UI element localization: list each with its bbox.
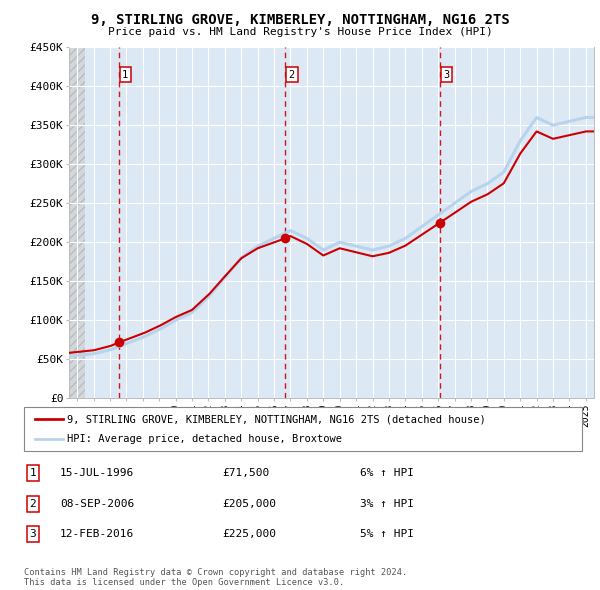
Text: 9, STIRLING GROVE, KIMBERLEY, NOTTINGHAM, NG16 2TS (detached house): 9, STIRLING GROVE, KIMBERLEY, NOTTINGHAM… (67, 415, 486, 424)
Text: 15-JUL-1996: 15-JUL-1996 (60, 468, 134, 478)
Text: £71,500: £71,500 (222, 468, 269, 478)
Text: Price paid vs. HM Land Registry's House Price Index (HPI): Price paid vs. HM Land Registry's House … (107, 27, 493, 37)
Text: 1: 1 (29, 468, 37, 478)
Text: Contains HM Land Registry data © Crown copyright and database right 2024.
This d: Contains HM Land Registry data © Crown c… (24, 568, 407, 587)
Text: 9, STIRLING GROVE, KIMBERLEY, NOTTINGHAM, NG16 2TS: 9, STIRLING GROVE, KIMBERLEY, NOTTINGHAM… (91, 13, 509, 27)
Text: £205,000: £205,000 (222, 499, 276, 509)
Text: £225,000: £225,000 (222, 529, 276, 539)
Text: 3: 3 (443, 70, 449, 80)
Text: 12-FEB-2016: 12-FEB-2016 (60, 529, 134, 539)
Text: 08-SEP-2006: 08-SEP-2006 (60, 499, 134, 509)
Text: 2: 2 (289, 70, 295, 80)
Text: 3: 3 (29, 529, 37, 539)
Text: 6% ↑ HPI: 6% ↑ HPI (360, 468, 414, 478)
Text: 1: 1 (122, 70, 128, 80)
Text: 2: 2 (29, 499, 37, 509)
Bar (69, 47, 85, 398)
Text: 5% ↑ HPI: 5% ↑ HPI (360, 529, 414, 539)
Text: HPI: Average price, detached house, Broxtowe: HPI: Average price, detached house, Brox… (67, 434, 342, 444)
Text: 3% ↑ HPI: 3% ↑ HPI (360, 499, 414, 509)
